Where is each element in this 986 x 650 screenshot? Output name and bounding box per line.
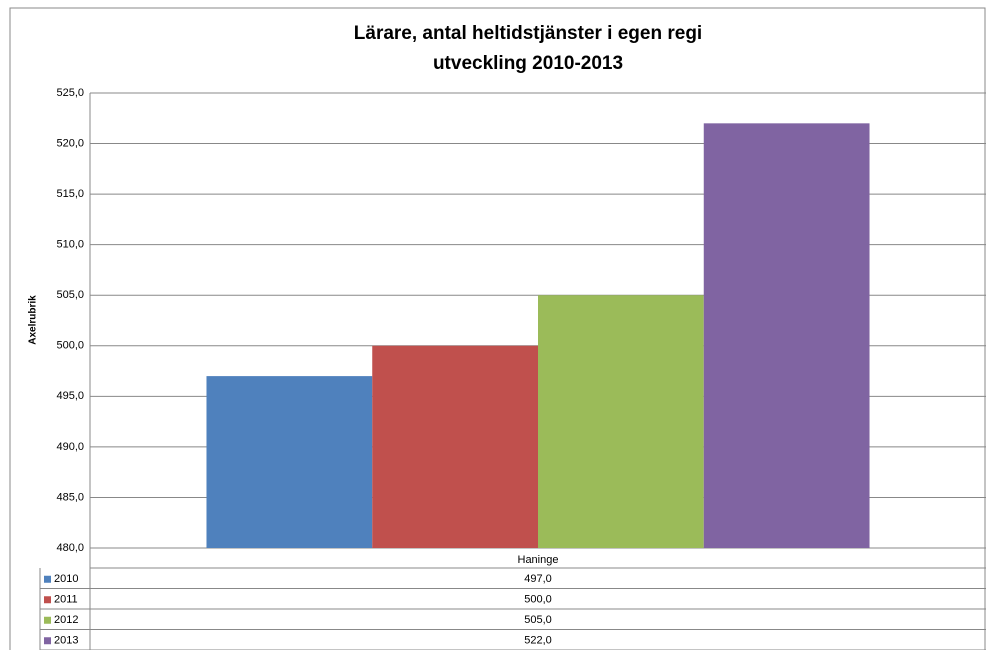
y-tick-label: 520,0 xyxy=(56,137,84,149)
y-tick-label: 525,0 xyxy=(56,87,84,99)
bar xyxy=(372,345,538,548)
y-tick-label: 505,0 xyxy=(56,289,84,301)
y-tick-label: 510,0 xyxy=(56,239,84,251)
legend-swatch xyxy=(44,637,51,645)
legend-label: 2011 xyxy=(54,594,78,606)
legend-swatch xyxy=(44,616,51,624)
data-label: 522,0 xyxy=(524,635,552,647)
y-tick-label: 490,0 xyxy=(56,441,84,453)
legend-swatch xyxy=(44,596,51,604)
bar xyxy=(703,123,870,548)
data-label: 500,0 xyxy=(524,594,552,606)
chart-border xyxy=(9,7,986,650)
y-axis-label: Axelrubrik xyxy=(28,295,39,345)
legend-label: 2012 xyxy=(54,614,78,626)
data-label: 505,0 xyxy=(524,614,552,626)
y-tick-label: 480,0 xyxy=(56,542,84,554)
x-tick-label: Haninge xyxy=(518,554,559,566)
y-tick-label: 495,0 xyxy=(56,390,84,402)
legend-swatch xyxy=(44,575,51,583)
y-tick-label: 485,0 xyxy=(56,491,84,503)
legend-label: 2010 xyxy=(54,573,78,585)
chart-subtitle: utveckling 2010-2013 xyxy=(433,53,623,74)
legend-label: 2013 xyxy=(54,635,78,647)
bar xyxy=(206,376,373,548)
chart-title: Lärare, antal heltidstjänster i egen reg… xyxy=(354,23,702,44)
y-tick-label: 500,0 xyxy=(56,340,84,352)
y-tick-label: 515,0 xyxy=(56,188,84,200)
data-label: 497,0 xyxy=(524,573,552,585)
bar xyxy=(538,295,704,548)
